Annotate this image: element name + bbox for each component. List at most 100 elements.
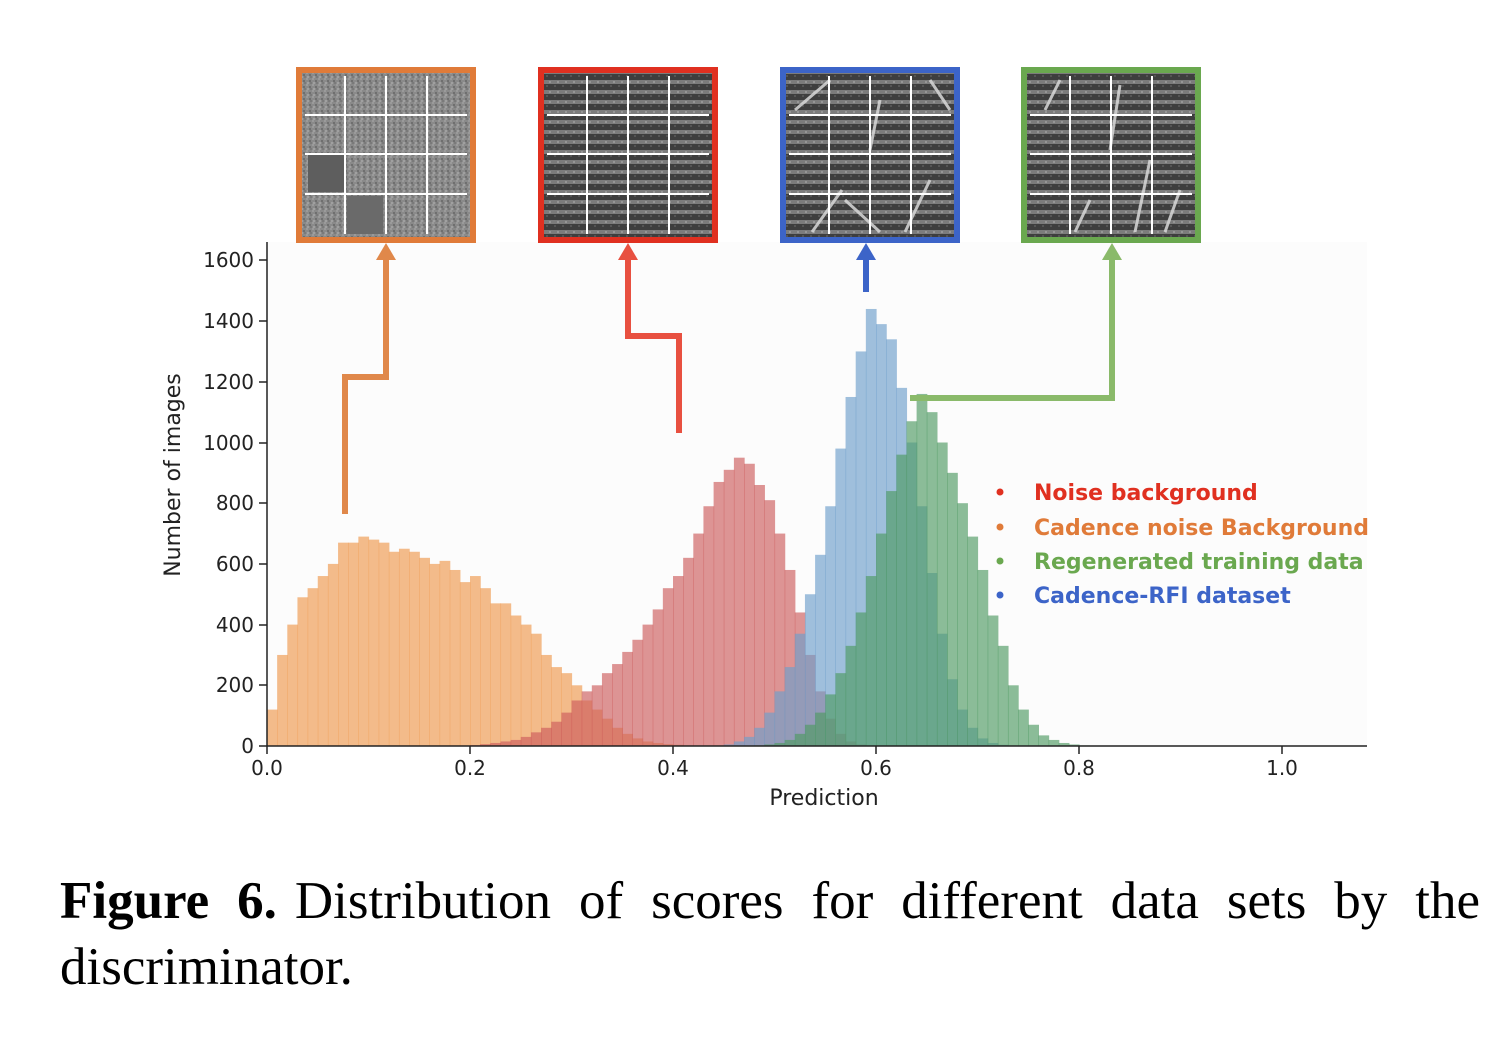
bar [571, 700, 583, 746]
caption-text: Distribution of scores for different dat… [60, 872, 1480, 996]
bar [825, 694, 836, 746]
bar [480, 744, 491, 746]
bar [703, 506, 715, 746]
bar [957, 503, 968, 746]
bar [835, 673, 847, 746]
bar [916, 393, 928, 746]
bar [632, 639, 644, 746]
bar [1028, 724, 1039, 746]
bar [723, 469, 735, 746]
bar [774, 691, 786, 746]
bar [338, 542, 349, 746]
x-tick-0.6: 0.6 [860, 746, 892, 780]
legend-item-noise-background: Noise background [996, 481, 1258, 506]
x-tick-label-0.6: 0.6 [860, 756, 892, 780]
bar [794, 633, 806, 747]
bar [1068, 744, 1080, 746]
bar [500, 741, 512, 746]
y-tick-1200: 1200 [203, 370, 267, 394]
legend-item-cadence-noise: Cadence noise Background [996, 516, 1369, 541]
bar [652, 609, 664, 746]
x-tick-label-0.8: 0.8 [1063, 756, 1095, 780]
y-tick-800: 800 [216, 491, 267, 515]
y-tick-200: 200 [216, 673, 267, 697]
bar [541, 654, 552, 746]
bar [612, 664, 623, 746]
bar [754, 484, 765, 746]
bar [754, 727, 765, 746]
bar [348, 542, 359, 746]
bar [561, 712, 573, 746]
bar [926, 412, 938, 746]
y-tick-600: 600 [216, 552, 267, 576]
legend-label-1: Cadence noise Background [1034, 516, 1369, 541]
bar [419, 557, 430, 746]
bar [429, 563, 441, 746]
x-axis-title: Prediction [769, 786, 878, 811]
arrow-cadence-noise [342, 243, 396, 514]
x-tick-label-0.0: 0.0 [251, 756, 283, 780]
y-tick-label-800: 800 [216, 491, 254, 515]
bar [733, 741, 745, 746]
bar [561, 673, 573, 746]
bar [470, 576, 481, 746]
y-tick-400: 400 [216, 613, 267, 637]
bar [774, 533, 786, 746]
bar [307, 588, 319, 746]
bar [622, 651, 633, 746]
y-tick-0: 0 [241, 734, 267, 758]
bar [997, 645, 1009, 747]
x-tick-0.0: 0.0 [251, 746, 283, 780]
bar [764, 744, 776, 746]
bar [845, 645, 857, 747]
arrow-regenerated [910, 243, 1122, 401]
bar [277, 654, 288, 746]
bar [744, 463, 755, 746]
bar [723, 744, 735, 746]
bar [673, 576, 684, 746]
bar [520, 624, 532, 746]
bar [530, 732, 542, 746]
bar [551, 667, 562, 746]
bar [490, 603, 502, 747]
bar [855, 351, 867, 746]
x-tick-label-0.2: 0.2 [454, 756, 486, 780]
y-tick-label-1200: 1200 [203, 370, 254, 394]
legend-label-3: Cadence-RFI dataset [1034, 584, 1291, 609]
y-tick-1000: 1000 [203, 431, 267, 455]
figure-canvas: 0 200 400 600 800 1000 1200 1400 1600 0.… [161, 67, 1369, 811]
bar [784, 569, 796, 746]
bar [835, 448, 847, 746]
bar [551, 721, 562, 746]
bar [845, 396, 857, 746]
bar [794, 733, 806, 746]
bar [297, 597, 309, 746]
y-tick-label-1600: 1600 [203, 248, 254, 272]
bar [876, 533, 887, 746]
thumbnail-regenerated [1021, 67, 1201, 243]
y-tick-label-0: 0 [241, 734, 254, 758]
x-tick-0.4: 0.4 [657, 746, 689, 780]
bar [510, 739, 522, 746]
bar [987, 615, 999, 746]
bar [541, 727, 552, 746]
bar [287, 624, 299, 746]
legend-item-cadence-rfi: Cadence-RFI dataset [996, 584, 1291, 609]
legend-label-0: Noise background [1034, 481, 1258, 506]
x-tick-1.0: 1.0 [1266, 746, 1298, 780]
caption-label: Figure 6. [60, 872, 277, 930]
thumbnail-cadence-noise [296, 67, 476, 243]
y-tick-1600: 1600 [203, 248, 267, 272]
x-tick-0.8: 0.8 [1063, 746, 1095, 780]
bar [936, 442, 948, 746]
bar [358, 536, 370, 746]
bar [977, 569, 989, 746]
y-tick-label-200: 200 [216, 673, 254, 697]
bar [865, 308, 877, 746]
bar [764, 500, 776, 746]
x-tick-label-0.4: 0.4 [657, 756, 689, 780]
arrow-noise-background [618, 243, 682, 433]
bar [368, 539, 380, 746]
bar [855, 612, 867, 746]
histogram-bars [267, 308, 1100, 747]
